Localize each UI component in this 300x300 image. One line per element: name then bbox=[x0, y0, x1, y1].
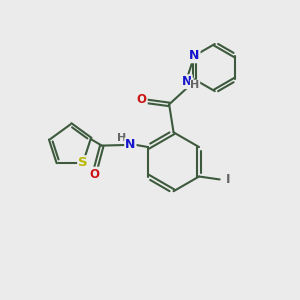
Text: O: O bbox=[89, 168, 100, 181]
Text: N: N bbox=[182, 75, 192, 88]
Text: H: H bbox=[190, 80, 200, 90]
Text: H: H bbox=[117, 133, 126, 142]
Text: N: N bbox=[189, 49, 200, 62]
Text: O: O bbox=[137, 93, 147, 106]
Text: S: S bbox=[78, 156, 88, 169]
Text: N: N bbox=[125, 139, 136, 152]
Text: I: I bbox=[226, 173, 230, 186]
